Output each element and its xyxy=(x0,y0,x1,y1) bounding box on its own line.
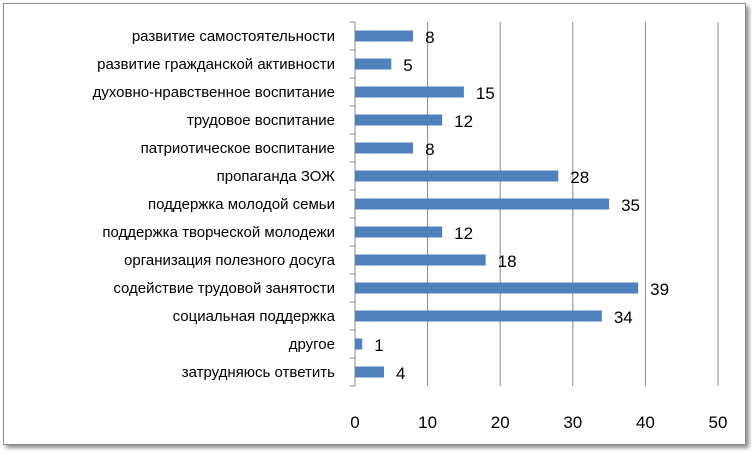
data-label: 8 xyxy=(425,140,434,159)
category-label: содействие трудовой занятости xyxy=(113,280,335,297)
category-label: затрудняюсь ответить xyxy=(182,364,335,381)
category-label: другое xyxy=(289,336,335,353)
category-labels: развитие самостоятельности развитие гражд… xyxy=(93,28,336,381)
category-label: поддержка молодой семьи xyxy=(148,196,335,213)
category-label: поддержка творческой молодежи xyxy=(102,224,335,241)
bar xyxy=(355,226,443,238)
category-label: трудовое воспитание xyxy=(187,112,335,129)
bar xyxy=(355,338,363,350)
data-label: 34 xyxy=(614,308,633,327)
x-tick-label: 0 xyxy=(350,413,359,432)
data-label: 12 xyxy=(454,224,473,243)
category-label: развитие гражданской активности xyxy=(97,56,335,73)
bar xyxy=(355,254,486,266)
bar xyxy=(355,142,414,154)
data-label: 4 xyxy=(396,364,405,383)
bar xyxy=(355,198,610,210)
data-label: 8 xyxy=(425,28,434,47)
x-tick-label: 30 xyxy=(563,413,582,432)
bar xyxy=(355,310,602,322)
bar xyxy=(355,282,639,294)
x-axis-tick-labels: 0 10 20 30 40 50 xyxy=(350,413,727,432)
category-label: организация полезного досуга xyxy=(124,252,336,269)
category-label: социальная поддержка xyxy=(173,308,336,325)
x-tick-label: 50 xyxy=(709,413,728,432)
data-label: 1 xyxy=(374,336,383,355)
category-label: духовно-нравственное воспитание xyxy=(93,84,335,101)
data-label: 12 xyxy=(454,112,473,131)
category-label: пропаганда ЗОЖ xyxy=(217,168,336,185)
data-label: 35 xyxy=(621,196,640,215)
data-label: 15 xyxy=(476,84,495,103)
x-tick-label: 20 xyxy=(491,413,510,432)
x-tick-label: 40 xyxy=(636,413,655,432)
x-tick-label: 10 xyxy=(418,413,437,432)
data-label: 39 xyxy=(650,280,669,299)
bar xyxy=(355,114,443,126)
data-label: 28 xyxy=(570,168,589,187)
bar xyxy=(355,170,559,182)
category-label: патриотическое воспитание xyxy=(141,140,335,157)
bar xyxy=(355,86,464,98)
category-label: развитие самостоятельности xyxy=(132,28,335,45)
bar xyxy=(355,30,414,42)
data-label: 18 xyxy=(498,252,517,271)
data-label: 5 xyxy=(403,56,412,75)
bars xyxy=(355,30,639,378)
bar xyxy=(355,58,392,70)
bar xyxy=(355,366,385,378)
